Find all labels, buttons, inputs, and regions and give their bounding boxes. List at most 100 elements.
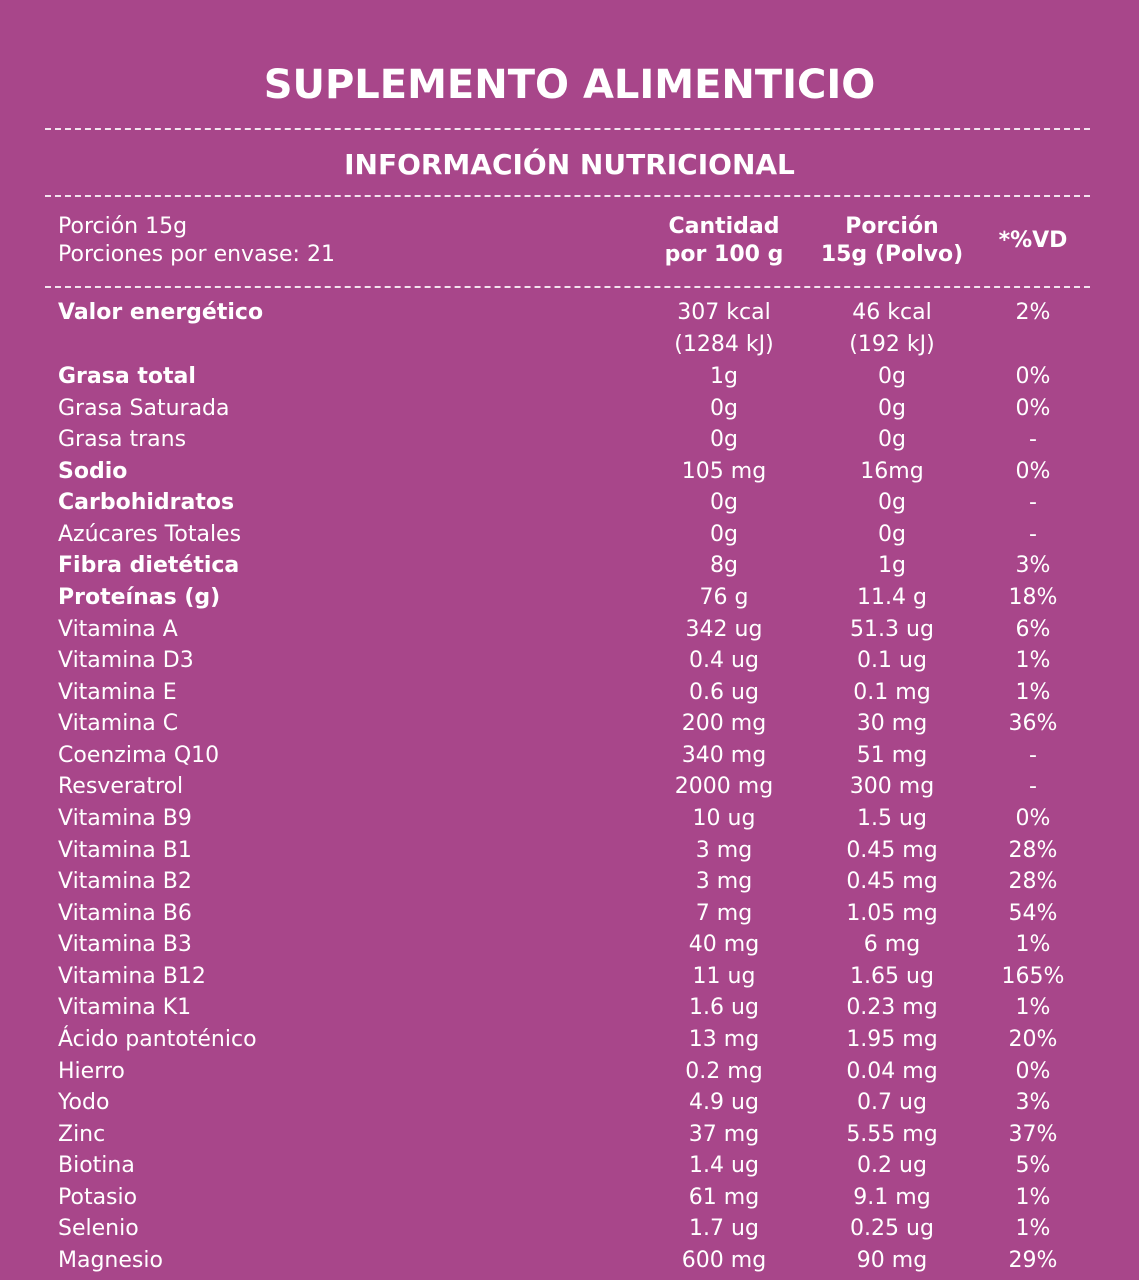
nutrient-name: Hierro bbox=[58, 1058, 125, 1084]
nutrient-value: 61 mg bbox=[688, 1184, 760, 1210]
nutrient-value: 1g bbox=[710, 364, 738, 389]
nutrient-value: 1% bbox=[1015, 932, 1051, 958]
nutrient-name: Fibra dietética bbox=[58, 553, 240, 579]
nutrient-name: Vitamina B2 bbox=[58, 869, 192, 895]
nutrient-value: 0% bbox=[1015, 364, 1051, 389]
column-header: Porción bbox=[845, 214, 939, 239]
nutrient-value: 0.4 ug bbox=[689, 648, 759, 674]
nutrient-value: 1.5 ug bbox=[857, 805, 927, 831]
column-header: *%VD bbox=[998, 228, 1068, 253]
nutrient-name: Valor energético bbox=[58, 300, 264, 325]
nutrient-value: 20% bbox=[1008, 1026, 1058, 1052]
nutrient-value: 1% bbox=[1015, 995, 1051, 1021]
nutrient-value: 54% bbox=[1008, 900, 1058, 926]
nutrient-value: 40 mg bbox=[688, 932, 760, 958]
nutrient-value: 10 ug bbox=[692, 805, 756, 831]
nutrient-value: 0.25 ug bbox=[850, 1216, 934, 1242]
nutrient-value: 1g bbox=[878, 553, 906, 579]
nutrient-value: 0g bbox=[878, 395, 906, 421]
nutrient-value: 0% bbox=[1015, 1058, 1051, 1084]
nutrient-value: 37 mg bbox=[688, 1121, 760, 1147]
nutrient-value: 600 mg bbox=[681, 1247, 767, 1273]
nutrient-name: Ácido pantoténico bbox=[58, 1026, 257, 1052]
nutrient-value: 9.1 mg bbox=[853, 1184, 931, 1210]
nutrient-name: Proteínas (g) bbox=[58, 584, 221, 610]
nutrient-value: 0.7 ug bbox=[857, 1090, 927, 1116]
nutrient-value: 6 mg bbox=[863, 932, 921, 958]
nutrient-value: 0g bbox=[878, 364, 906, 389]
nutrient-value: 3 mg bbox=[695, 837, 753, 863]
nutrient-value: 1.95 mg bbox=[846, 1026, 938, 1052]
nutrient-name: Magnesio bbox=[58, 1247, 163, 1273]
nutrient-value: 36% bbox=[1008, 711, 1058, 737]
nutrient-value: 18% bbox=[1008, 584, 1058, 610]
nutrient-name: Vitamina C bbox=[58, 711, 179, 737]
nutrient-value: 1% bbox=[1015, 679, 1051, 705]
nutrient-value: - bbox=[1029, 521, 1037, 547]
nutrient-value: 0% bbox=[1015, 458, 1051, 484]
nutrient-value: (1284 kJ) bbox=[674, 332, 774, 357]
nutrient-value: 3 mg bbox=[695, 869, 753, 895]
nutrient-value: 0g bbox=[710, 490, 738, 516]
nutrient-name: Biotina bbox=[58, 1153, 135, 1179]
nutrient-value: 165% bbox=[1001, 963, 1065, 989]
nutrient-name: Carbohidratos bbox=[58, 490, 235, 516]
column-header: 15g (Polvo) bbox=[820, 242, 964, 267]
nutrient-value: 3% bbox=[1015, 1090, 1051, 1116]
nutrient-value: 2000 mg bbox=[674, 774, 774, 800]
nutrient-value: 1% bbox=[1015, 648, 1051, 674]
nutrient-value: 1% bbox=[1015, 1216, 1051, 1242]
nutrient-value: 90 mg bbox=[856, 1247, 928, 1273]
nutrient-value: 1.7 ug bbox=[689, 1216, 759, 1242]
nutrient-value: 1.4 ug bbox=[689, 1153, 759, 1179]
nutrient-value: 2% bbox=[1015, 300, 1051, 325]
nutrient-value: 0.23 mg bbox=[846, 995, 938, 1021]
nutrient-value: - bbox=[1029, 774, 1037, 800]
nutrient-name: Grasa trans bbox=[58, 427, 187, 453]
nutrient-value: 0g bbox=[710, 395, 738, 421]
nutrient-value: 0.45 mg bbox=[846, 869, 938, 895]
nutrient-value: 1.65 ug bbox=[850, 963, 934, 989]
nutrient-value: 0g bbox=[878, 427, 906, 453]
nutrient-name: Vitamina B12 bbox=[58, 963, 206, 989]
nutrient-value: 5.55 mg bbox=[846, 1121, 938, 1147]
title: SUPLEMENTO ALIMENTICIO bbox=[263, 62, 876, 108]
nutrient-value: 51 mg bbox=[856, 742, 928, 768]
nutrient-value: 5% bbox=[1015, 1153, 1051, 1179]
nutrient-name: Vitamina B6 bbox=[58, 900, 192, 926]
nutrient-name: Zinc bbox=[58, 1121, 106, 1147]
nutrient-name: Vitamina K1 bbox=[58, 995, 192, 1021]
nutrient-value: 37% bbox=[1008, 1121, 1058, 1147]
nutrient-name: Vitamina B3 bbox=[58, 932, 192, 958]
nutrient-value: 28% bbox=[1008, 869, 1058, 895]
nutrient-name: Coenzima Q10 bbox=[58, 742, 220, 768]
nutrient-value: 1.6 ug bbox=[689, 995, 759, 1021]
nutrient-value: - bbox=[1029, 490, 1037, 516]
divider bbox=[45, 128, 1090, 130]
nutrient-value: 1% bbox=[1015, 1184, 1051, 1210]
nutrient-name: Sodio bbox=[58, 458, 128, 484]
nutrient-name: Resveratrol bbox=[58, 774, 184, 800]
nutrient-value: 4.9 ug bbox=[689, 1090, 759, 1116]
nutrient-name: Selenio bbox=[58, 1216, 139, 1242]
nutrient-name: Yodo bbox=[58, 1090, 110, 1116]
divider bbox=[45, 286, 1090, 288]
nutrient-value: 0.2 mg bbox=[685, 1058, 763, 1084]
nutrient-name: Vitamina B9 bbox=[58, 805, 192, 831]
nutrient-name: Vitamina B1 bbox=[58, 837, 192, 863]
nutrient-value: 200 mg bbox=[681, 711, 767, 737]
nutrient-name: Grasa total bbox=[58, 364, 196, 389]
nutrient-value: 0g bbox=[878, 521, 906, 547]
nutrient-value: - bbox=[1029, 742, 1037, 768]
nutrient-value: 300 mg bbox=[849, 774, 935, 800]
nutrient-value: 51.3 ug bbox=[850, 616, 934, 642]
nutrient-value: 6% bbox=[1015, 616, 1051, 642]
nutrient-value: 29% bbox=[1008, 1247, 1058, 1273]
nutrient-value: 11 ug bbox=[692, 963, 756, 989]
serving-info: Porción 15g bbox=[58, 214, 188, 239]
nutrient-name: Vitamina D3 bbox=[58, 648, 194, 674]
nutrient-value: 0.1 ug bbox=[857, 648, 927, 674]
nutrient-value: 0.2 ug bbox=[857, 1153, 927, 1179]
nutrient-value: 105 mg bbox=[681, 458, 767, 484]
nutrient-value: 340 mg bbox=[681, 742, 767, 768]
